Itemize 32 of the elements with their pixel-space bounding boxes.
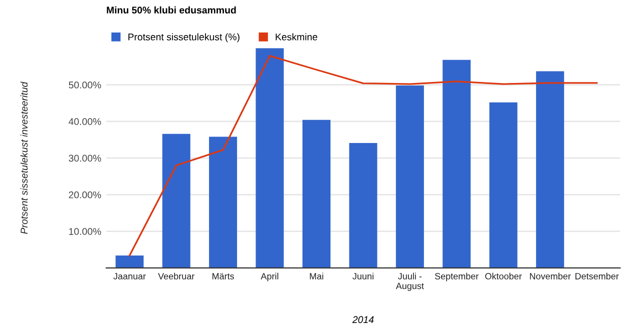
- bar: [489, 102, 518, 268]
- x-tick-label: Veebruar: [158, 272, 194, 280]
- y-tick-label: 40.00%: [68, 118, 102, 126]
- chart-title: Minu 50% klubi edusammud: [106, 6, 236, 14]
- y-axis-title: Protsent sissetulekust investeeritud: [20, 82, 28, 234]
- x-tick-label: Detsember: [575, 272, 619, 280]
- bar: [162, 134, 190, 268]
- x-tick-label: Juuli - August: [396, 272, 424, 291]
- bar: [209, 136, 238, 268]
- bar: [116, 255, 144, 268]
- bar: [256, 48, 284, 268]
- x-tick-label: Mai: [310, 272, 324, 280]
- x-tick-label: Jaanuar: [113, 273, 146, 280]
- line-series: [128, 54, 598, 256]
- bar: [396, 86, 424, 268]
- bar: [349, 143, 378, 268]
- x-tick-label: Märts: [212, 273, 234, 280]
- x-tick-label: September: [434, 272, 479, 282]
- y-tick-label: 30.00%: [68, 154, 102, 162]
- y-tick-label: 10.00%: [69, 228, 102, 235]
- x-axis-title: 2014: [352, 316, 374, 324]
- bar: [302, 120, 330, 268]
- legend-label: Keskmine: [276, 33, 318, 40]
- bar: [536, 71, 564, 268]
- x-tick-label: April: [260, 272, 278, 282]
- x-tick-label: November: [530, 272, 571, 280]
- x-tick-label: Oktoober: [485, 272, 522, 280]
- bar: [442, 60, 471, 268]
- y-tick-label: 20.00%: [68, 191, 102, 198]
- y-tick-label: 50.00%: [68, 82, 102, 88]
- legend-label: Protsent sissetulekust (%): [128, 33, 240, 42]
- x-tick-label: Juuni: [352, 272, 374, 280]
